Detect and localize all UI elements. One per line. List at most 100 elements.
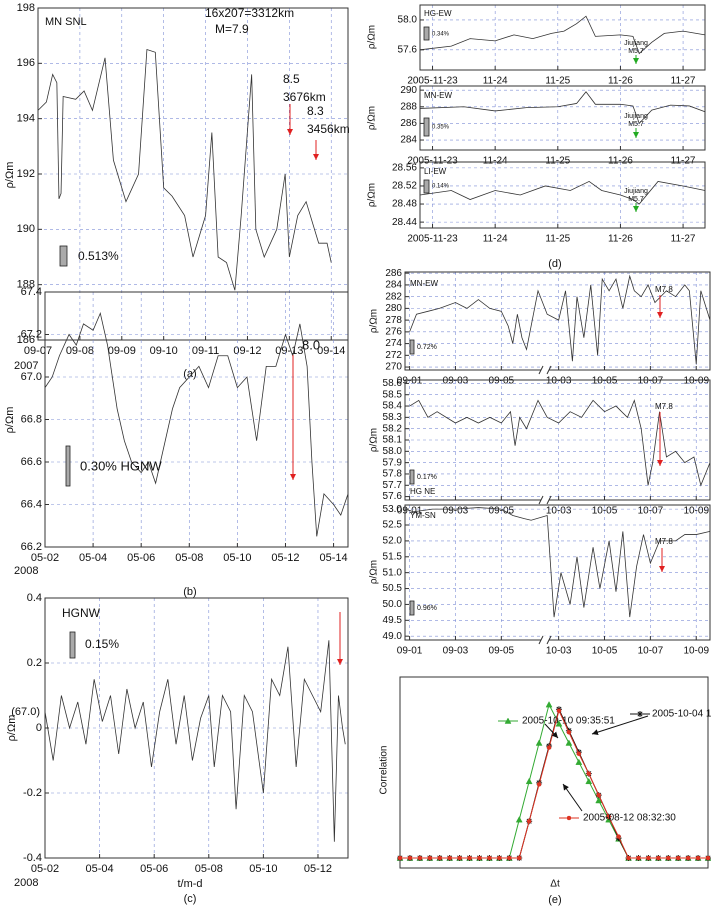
x-tick-label: 05-10 (223, 552, 251, 564)
data-line (400, 709, 708, 859)
y-tick-label: 186 (17, 334, 35, 346)
data-point (675, 855, 681, 861)
data-line (409, 399, 711, 487)
data-point (427, 855, 433, 861)
axis-break (538, 495, 552, 505)
annotation: 2008 (14, 877, 38, 889)
x-tick-label: 11-24 (483, 76, 508, 87)
panel-label: HG NE (410, 487, 435, 496)
y-tick-label: 50.5 (383, 583, 403, 594)
y-tick-label: 192 (17, 168, 35, 180)
data-point (526, 818, 532, 824)
x-tick-label: 10-05 (592, 646, 618, 657)
x-tick-label: 09-13 (275, 345, 303, 357)
legend-marker (504, 717, 512, 724)
annotation: 8.3 (307, 104, 324, 118)
data-point (417, 855, 423, 861)
x-tick-label: 11-27 (671, 156, 696, 167)
data-point (576, 751, 582, 756)
x-tick-label: 2005-11-23 (407, 156, 458, 167)
data-point (695, 855, 701, 861)
scale-bar (59, 245, 68, 267)
data-point (556, 708, 562, 713)
y-tick-label: 66.8 (21, 413, 42, 425)
y-tick-label: 66.2 (21, 541, 42, 553)
y-tick-label: 28.56 (392, 163, 417, 174)
y-axis-title: Correlation (379, 746, 390, 795)
x-tick-label: 05-14 (320, 552, 348, 564)
scale-bar (409, 339, 415, 355)
data-point (646, 855, 651, 861)
data-point (666, 855, 671, 861)
y-tick-label: 274 (385, 338, 402, 349)
y-tick-label: 66.4 (21, 498, 42, 510)
data-point (626, 855, 631, 861)
data-point (437, 855, 442, 861)
y-axis-title: ρ/Ωm (369, 428, 380, 452)
y-tick-label: 57.7 (383, 480, 403, 491)
axis-break (541, 496, 549, 504)
y-axis-title: ρ/Ωm (6, 715, 18, 742)
plot-frame (44, 291, 349, 548)
data-point (546, 745, 552, 750)
data-line (400, 707, 708, 859)
y-tick-label: -0.2 (23, 787, 42, 799)
data-point (616, 834, 621, 839)
y-tick-label: 188 (17, 279, 35, 291)
annotation: 2008 (14, 565, 38, 577)
legend-marker (637, 711, 643, 717)
plot-frame (419, 85, 706, 151)
x-tick-label: 05-12 (271, 552, 299, 564)
x-tick-label: 11-26 (608, 234, 633, 245)
data-point (515, 816, 523, 823)
annotation: 0.14% (432, 184, 450, 190)
plot-frame (404, 504, 711, 641)
x-tick-label: 05-12 (304, 863, 332, 875)
data-line (37, 48, 332, 291)
axis-break (541, 636, 549, 644)
data-line (44, 640, 346, 842)
data-point (516, 855, 522, 861)
panel-label: YM-SN (410, 511, 436, 520)
y-tick-label: 67.0 (21, 371, 42, 383)
plot-frame (37, 7, 349, 341)
y-tick-label: 272 (385, 350, 402, 361)
x-tick-label: 11-27 (671, 76, 696, 87)
x-tick-label: 2005-11-23 (407, 76, 458, 87)
data-point (656, 855, 661, 861)
axis-break (538, 635, 552, 645)
y-tick-label: 270 (385, 362, 402, 373)
plot-frame (44, 597, 349, 859)
y-tick-label: 49.5 (383, 615, 403, 626)
scale-bar (423, 179, 430, 194)
annotation: M7.8 (655, 285, 673, 294)
legend-label: 2005-08-12 08:32:30 (583, 813, 676, 824)
annotation: 2007 (14, 360, 38, 372)
y-tick-label: 58.0 (383, 446, 403, 457)
y-tick-label: 57.6 (398, 44, 418, 55)
data-point (447, 855, 452, 861)
x-tick-label: 05-02 (31, 552, 59, 564)
x-tick-label: 10-07 (638, 646, 664, 657)
annotation: HGNW (62, 606, 101, 620)
y-axis-title: ρ/Ωm (4, 407, 16, 434)
axis-break (538, 365, 552, 375)
scale-bar (409, 469, 415, 485)
x-tick-label: 09-08 (66, 345, 94, 357)
y-tick-label: 50.0 (383, 599, 403, 610)
data-point (565, 739, 573, 746)
y-axis-title: ρ/Ωm (369, 560, 380, 584)
plot-frame (404, 271, 711, 371)
x-tick-label: 05-06 (140, 863, 168, 875)
annotation: M5.7 (628, 196, 644, 203)
x-tick-label: 09-09 (108, 345, 136, 357)
y-tick-label: 0.4 (27, 592, 42, 604)
x-tick-label: 2005-11-23 (407, 234, 458, 245)
data-point (705, 855, 711, 861)
data-point (685, 855, 691, 861)
panel-label: MN-EW (410, 279, 438, 288)
annotation: (67.0) (11, 706, 40, 718)
caption: (a) (183, 368, 196, 380)
annotation: 8.0 (302, 337, 320, 352)
data-point (487, 855, 492, 861)
